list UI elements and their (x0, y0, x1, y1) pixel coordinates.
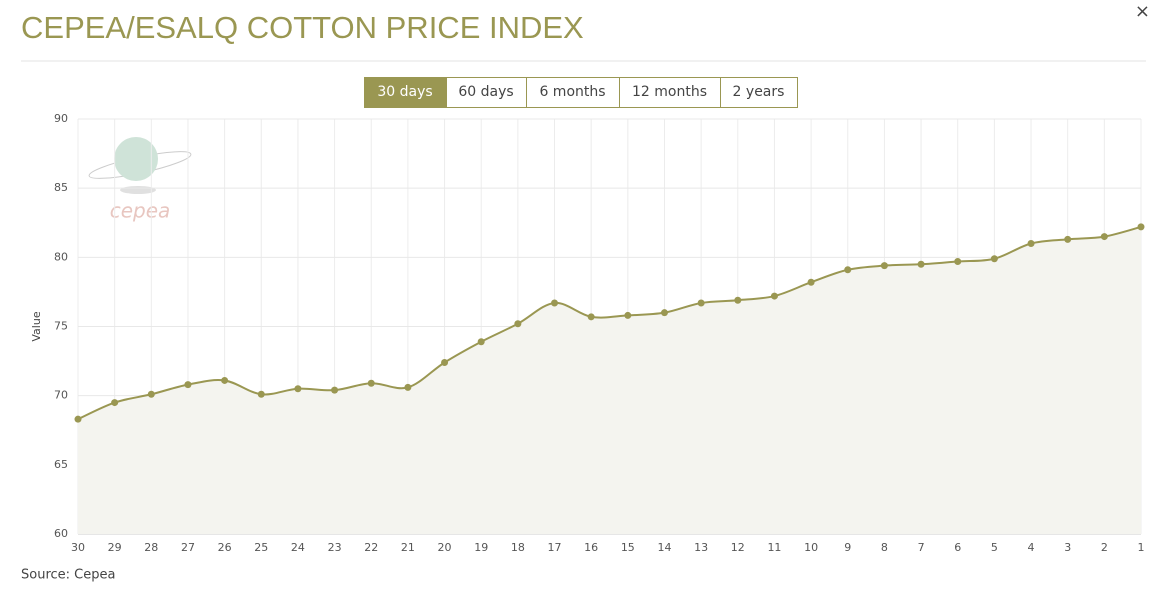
x-tick-label: 17 (548, 541, 562, 554)
point (221, 376, 229, 384)
x-tick-label: 4 (1028, 541, 1035, 554)
logo-text: cepea (110, 199, 171, 223)
x-tick-label: 19 (474, 541, 488, 554)
point (147, 390, 155, 398)
x-tick-label: 18 (511, 541, 525, 554)
point (1027, 240, 1035, 247)
x-tick-label: 11 (767, 541, 781, 554)
x-tick-label: 22 (364, 541, 378, 554)
point (880, 262, 888, 270)
range-button[interactable] (619, 77, 721, 108)
x-tick-label: 30 (71, 541, 85, 554)
point (74, 415, 82, 423)
x-tick-label: 10 (804, 541, 818, 554)
x-tick-label: 9 (844, 541, 851, 554)
range-button[interactable] (446, 77, 527, 108)
point (1137, 223, 1145, 231)
point (587, 313, 595, 321)
point (477, 338, 485, 346)
x-tick-label: 7 (918, 541, 925, 554)
close-button[interactable]: × (1135, 1, 1150, 22)
point (844, 266, 852, 274)
point (367, 379, 375, 387)
x-tick-label: 26 (218, 541, 232, 554)
range-button[interactable] (526, 77, 620, 108)
point (807, 278, 815, 286)
y-tick-label: 85 (54, 181, 68, 194)
x-tick-label: 24 (291, 541, 305, 554)
point (331, 386, 339, 394)
x-tick-label: 2 (1101, 541, 1108, 554)
x-tick-label: 23 (328, 541, 342, 554)
point (917, 260, 925, 268)
range-button-label[interactable]: 6 months (539, 84, 605, 100)
x-tick-label: 28 (144, 541, 158, 554)
point (184, 381, 192, 389)
point (624, 311, 632, 319)
range-button-label[interactable]: 2 years (733, 84, 785, 100)
y-tick-label: 60 (54, 527, 68, 540)
x-tick-label: 3 (1064, 541, 1071, 554)
x-tick-label: 29 (108, 541, 122, 554)
point (697, 299, 705, 307)
point (551, 299, 559, 307)
source: Source: Cepea (21, 568, 115, 583)
x-tick-label: 8 (881, 541, 888, 554)
area-fill (78, 226, 1141, 534)
point (514, 320, 522, 328)
point (990, 255, 998, 263)
point (404, 383, 412, 391)
x-tick-label: 27 (181, 541, 195, 554)
x-tick-label: 16 (584, 541, 598, 554)
page-title: CEPEA/ESALQ COTTON PRICE INDEX (21, 10, 584, 45)
point (1064, 235, 1072, 243)
y-tick-label: 90 (54, 112, 68, 125)
y-tick-label: 65 (54, 458, 68, 471)
x-tick-label: 12 (731, 541, 745, 554)
x-tick-label: 13 (694, 541, 708, 554)
point (111, 399, 119, 407)
point (770, 292, 778, 300)
point (257, 390, 265, 398)
y-tick-label: 75 (54, 320, 68, 333)
range-button[interactable] (364, 77, 447, 108)
point (441, 358, 449, 366)
point (1100, 233, 1108, 241)
point (734, 296, 742, 304)
x-tick-label: 21 (401, 541, 415, 554)
point (660, 309, 668, 317)
logo: cepea (88, 137, 192, 223)
x-tick-label: 5 (991, 541, 998, 554)
x-tick-label: 25 (254, 541, 268, 554)
y-axis-label: Value (30, 311, 43, 341)
x-tick-label: 20 (438, 541, 452, 554)
x-tick-label: 6 (954, 541, 961, 554)
y-tick-label: 80 (54, 250, 68, 263)
range-button-label[interactable]: 60 days (458, 84, 513, 100)
x-tick-label: 1 (1138, 541, 1145, 554)
x-tick-label: 15 (621, 541, 635, 554)
point (954, 257, 962, 265)
range-button-label[interactable]: 12 months (632, 84, 707, 100)
range-button-label[interactable]: 30 days (377, 84, 432, 100)
y-tick-label: 70 (54, 389, 68, 402)
range-button[interactable] (720, 77, 798, 108)
x-tick-label: 14 (657, 541, 671, 554)
point (294, 385, 302, 393)
